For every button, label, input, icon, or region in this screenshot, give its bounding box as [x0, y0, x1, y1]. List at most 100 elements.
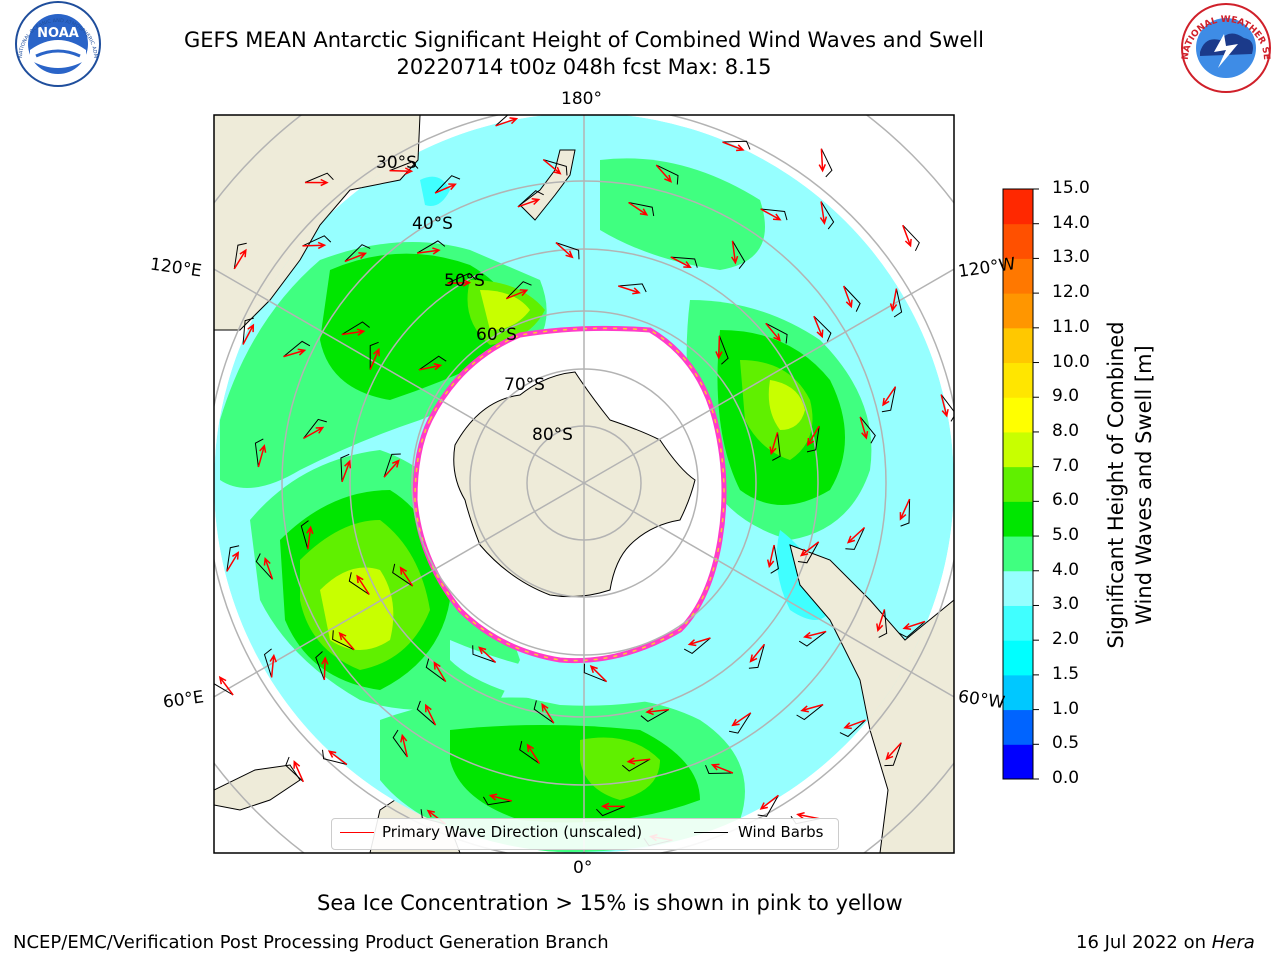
- colorbar-segment: [1003, 570, 1033, 606]
- wave-direction-arrow: [242, 323, 255, 345]
- colorbar-segment: [1003, 189, 1033, 225]
- wind-barb: [843, 285, 861, 312]
- wave-direction-arrow: [389, 167, 414, 175]
- wind-barb: [263, 648, 273, 678]
- wind-barb: [722, 140, 751, 150]
- meridian-label-0: 0°: [573, 858, 593, 878]
- wind-barb: [304, 172, 334, 183]
- wind-barb: [555, 242, 580, 260]
- title-line-1: GEFS MEAN Antarctic Significant Height o…: [183, 28, 985, 52]
- wind-barb: [839, 719, 866, 738]
- wave-direction-arrow: [555, 242, 574, 259]
- wind-barb: [813, 315, 832, 342]
- wave-direction-arrow: [730, 240, 739, 265]
- wind-barb: [505, 281, 532, 300]
- wind-barb: [214, 673, 234, 696]
- wind-barb: [340, 453, 350, 482]
- wind-barb: [884, 742, 902, 767]
- wave-direction-arrow: [263, 556, 274, 580]
- wave-direction-arrow: [526, 743, 541, 764]
- wave-direction-arrow: [899, 498, 911, 521]
- wave-direction-arrow: [842, 285, 853, 309]
- wind-barb: [425, 658, 446, 683]
- colorbar-tick-label: 9.0: [1052, 386, 1080, 407]
- colorbar-label-line-2: Wind Waves and Swell [m]: [1132, 345, 1156, 625]
- wind-barb: [902, 224, 920, 252]
- wave-direction-arrow: [517, 198, 541, 208]
- wind-barb: [900, 498, 911, 527]
- footer-date: 16 Jul 2022 on Hera: [1076, 932, 1255, 953]
- wind-barb: [796, 704, 824, 721]
- wind-barb: [621, 758, 651, 772]
- colorbar-tick-label: 3.0: [1052, 594, 1080, 615]
- wave-direction-arrow: [687, 637, 711, 647]
- land-antarctica: [453, 371, 696, 598]
- wave-direction-arrow: [626, 757, 651, 765]
- wind-barb: [640, 709, 670, 723]
- wave-direction-arrow: [769, 432, 779, 456]
- wave-direction-arrow: [269, 653, 277, 678]
- wave-direction-arrow: [645, 707, 669, 716]
- wind-barb: [226, 545, 240, 572]
- wind-barb: [757, 795, 779, 817]
- colorbar-tick-label: 5.0: [1052, 525, 1080, 546]
- wind-barb: [447, 272, 477, 284]
- wind-barb: [472, 645, 496, 663]
- footer-machine: Hera: [1211, 932, 1255, 953]
- wave-direction-arrow: [226, 551, 240, 572]
- wind-barb: [772, 432, 781, 461]
- wind-barb: [628, 202, 655, 217]
- wave-direction-arrow: [670, 256, 692, 268]
- parallel-label-60s: 60°S: [476, 325, 517, 345]
- wind-barb: [820, 201, 835, 230]
- wave-direction-arrow: [655, 164, 673, 183]
- wave-direction-arrow: [488, 793, 512, 802]
- wind-barb: [718, 335, 729, 365]
- wave-direction-arrow: [418, 362, 443, 371]
- map-panel: [214, 115, 954, 853]
- wave-direction-arrow: [356, 574, 370, 595]
- wind-barb: [283, 340, 311, 357]
- title-line-2: 20220714 t00z 048h fcst Max: 8.15: [396, 55, 772, 79]
- wave-direction-arrow: [876, 609, 886, 633]
- map-legend: Primary Wave Direction (unscaled) Wind B…: [331, 818, 839, 850]
- colorbar-segment: [1003, 605, 1033, 641]
- wave-direction-arrow: [800, 703, 824, 713]
- legend-wave-label: Primary Wave Direction (unscaled): [382, 823, 643, 841]
- wind-barb: [242, 317, 254, 345]
- parallel-label-40s: 40°S: [412, 214, 453, 234]
- graticule: [214, 115, 954, 853]
- colorbar-tick-label: 0.5: [1052, 733, 1080, 754]
- land-africa-outside: [214, 764, 301, 811]
- wind-barb: [893, 288, 903, 318]
- colorbar-segment: [1003, 674, 1033, 711]
- wind-barb: [332, 630, 355, 651]
- wave-direction-arrow: [806, 425, 820, 447]
- wave-direction-arrow: [885, 742, 902, 761]
- colorbar: [1002, 188, 1039, 780]
- wind-barb: [369, 341, 379, 370]
- legend-barb-label: Wind Barbs: [738, 823, 824, 841]
- sea-ice-edge-yellow: [414, 327, 725, 662]
- wave-direction-arrow: [749, 643, 765, 663]
- colorbar-tick-label: 15.0: [1052, 178, 1090, 198]
- noaa-logo-text: NOAA: [37, 26, 79, 41]
- wind-barb: [482, 796, 512, 806]
- wind-barb: [845, 527, 865, 550]
- colorbar-segment: [1003, 640, 1033, 676]
- wave-direction-arrow: [417, 247, 441, 255]
- wind-barb: [418, 355, 447, 371]
- wave-direction-arrow: [327, 750, 348, 766]
- wind-barb: [728, 712, 752, 734]
- wind-barb: [495, 115, 509, 127]
- wave-direction-arrow: [843, 719, 866, 730]
- wave-direction-arrow: [731, 712, 752, 727]
- wave-direction-arrow: [902, 224, 912, 248]
- parallel-label-30s: 30°S: [376, 153, 417, 173]
- colorbar-segment: [1003, 744, 1033, 780]
- wave-direction-arrow: [341, 459, 352, 483]
- wind-barb: [519, 740, 540, 764]
- colorbar-segment: [1003, 223, 1033, 259]
- wind-barb: [533, 700, 555, 724]
